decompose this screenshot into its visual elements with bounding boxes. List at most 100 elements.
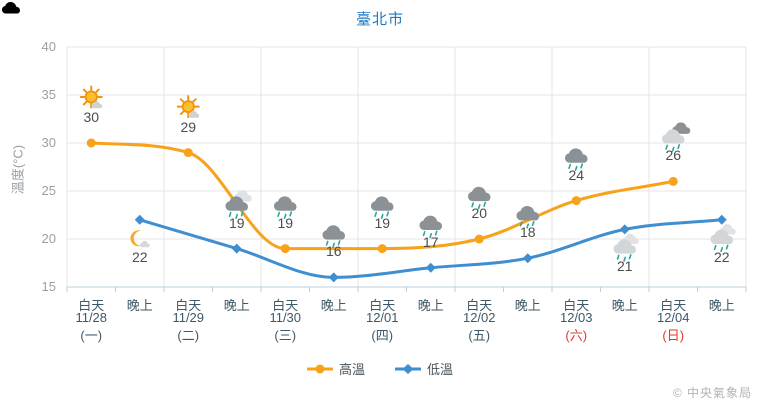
rain-cloud-dark-icon <box>274 196 297 219</box>
xaxis-daypart-night: 晚上 <box>320 298 347 313</box>
cloud-shape <box>188 110 200 118</box>
temp-value-label: 19 <box>228 214 245 231</box>
cloud-shape <box>139 240 150 248</box>
cloud-shape <box>274 196 297 211</box>
rain-drop <box>568 163 572 169</box>
rain-drop <box>380 213 384 219</box>
data-point-高溫[interactable] <box>86 138 96 148</box>
rain-drop <box>574 165 578 171</box>
xaxis-daypart-day: 白天 <box>466 298 493 313</box>
sun-cloud-icon <box>79 85 103 109</box>
y-axis-tick-label: 40 <box>41 39 56 54</box>
cloud-shape <box>419 215 442 230</box>
rain-drop <box>483 201 487 207</box>
y-axis-tick-label: 15 <box>41 279 56 294</box>
cloud-shape <box>371 196 394 211</box>
xaxis-daypart-night: 晚上 <box>611 298 638 313</box>
cloud-shape <box>662 129 685 144</box>
rain-drop <box>240 211 244 217</box>
rain-cloud-dark-icon <box>322 225 345 248</box>
rain-drop <box>531 220 535 227</box>
rain-drop <box>471 202 475 208</box>
rain-cloud-dark-icon <box>516 206 539 229</box>
rain-drop <box>725 244 729 250</box>
xaxis-weekday-label: (三) <box>274 328 297 343</box>
rain-drop <box>477 204 481 210</box>
data-point-低溫[interactable] <box>619 224 630 235</box>
rain-drop <box>526 223 530 229</box>
data-point-高溫[interactable] <box>280 244 290 254</box>
legend-item-低溫[interactable]: 低溫 <box>395 359 453 378</box>
data-point-低溫[interactable] <box>134 214 145 225</box>
xaxis-date-label: 12/02 <box>462 310 496 325</box>
data-point-高溫[interactable] <box>571 196 581 206</box>
rain-drop <box>289 211 293 217</box>
xaxis-daypart-day: 白天 <box>660 298 687 313</box>
y-axis-tick-label: 30 <box>41 135 56 150</box>
rain-drop <box>434 230 438 236</box>
xaxis-date-label: 12/04 <box>656 310 690 325</box>
data-point-高溫[interactable] <box>183 148 193 158</box>
xaxis-date-label: 11/29 <box>172 310 205 325</box>
data-point-低溫[interactable] <box>328 272 339 283</box>
data-point-低溫[interactable] <box>231 243 242 254</box>
cloud-shape <box>225 196 248 211</box>
data-point-高溫[interactable] <box>668 176 678 186</box>
chart-legend: 高溫 低溫 <box>0 359 760 378</box>
rain-drop <box>628 254 632 260</box>
rain-drop <box>677 144 681 150</box>
rain-cloud-light-darkback-icon <box>662 122 691 152</box>
xaxis-date-label: 12/01 <box>365 310 399 325</box>
temp-value-label: 22 <box>131 248 148 265</box>
data-point-高溫[interactable] <box>474 234 484 244</box>
rain-cloud-dark-icon <box>371 196 394 219</box>
legend-marker-icon <box>395 363 421 374</box>
temp-value-label: 24 <box>568 166 585 183</box>
xaxis-daypart-night: 晚上 <box>708 298 735 313</box>
cloud-shape <box>2 2 20 14</box>
xaxis-daypart-night: 晚上 <box>514 298 541 313</box>
rain-drop <box>422 231 426 237</box>
rain-cloud-dark-icon <box>565 148 588 171</box>
rain-drop <box>713 245 717 251</box>
y-axis-tick-label: 25 <box>41 183 56 198</box>
chart-title: 臺北市 <box>355 11 404 28</box>
data-point-低溫[interactable] <box>522 253 533 264</box>
data-point-低溫[interactable] <box>716 214 727 225</box>
temp-value-label: 29 <box>180 118 197 135</box>
rain-drop <box>665 144 669 150</box>
sun-cloud-icon <box>176 95 200 119</box>
copyright-notice: © 中央氣象局 <box>672 386 752 400</box>
xaxis-daypart-day: 白天 <box>175 298 202 313</box>
cloud-shape <box>565 148 588 163</box>
legend-item-高溫[interactable]: 高溫 <box>306 359 365 378</box>
cloud-shape <box>613 239 636 254</box>
rain-drop <box>277 211 281 217</box>
legend-label: 低溫 <box>427 362 454 377</box>
xaxis-weekday-label: (五) <box>468 328 491 343</box>
rain-drop <box>283 213 287 219</box>
xaxis-date-label: 12/03 <box>559 310 593 325</box>
xaxis-daypart-day: 白天 <box>78 298 105 313</box>
temp-value-label: 19 <box>374 214 391 231</box>
data-point-低溫[interactable] <box>425 262 436 273</box>
rain-drop <box>235 213 239 219</box>
xaxis-daypart-night: 晚上 <box>417 298 444 313</box>
temp-value-label: 19 <box>277 214 294 231</box>
cloud-shape <box>710 229 733 244</box>
cloud-shape <box>468 186 491 202</box>
temp-value-label: 21 <box>616 258 633 275</box>
xaxis-daypart-day: 白天 <box>272 298 299 313</box>
xaxis-daypart-night: 晚上 <box>126 298 153 313</box>
moon-cloud-icon <box>130 230 150 248</box>
rain-drop <box>519 221 523 227</box>
temp-value-label: 17 <box>422 233 439 250</box>
rain-cloud-dark-icon <box>468 186 491 210</box>
data-point-高溫[interactable] <box>377 244 387 254</box>
rain-cloud-dark-lightback-icon <box>2 2 252 219</box>
temp-value-label: 16 <box>325 243 342 260</box>
rain-drop <box>616 254 620 260</box>
y-axis-tick-label: 20 <box>41 231 56 246</box>
